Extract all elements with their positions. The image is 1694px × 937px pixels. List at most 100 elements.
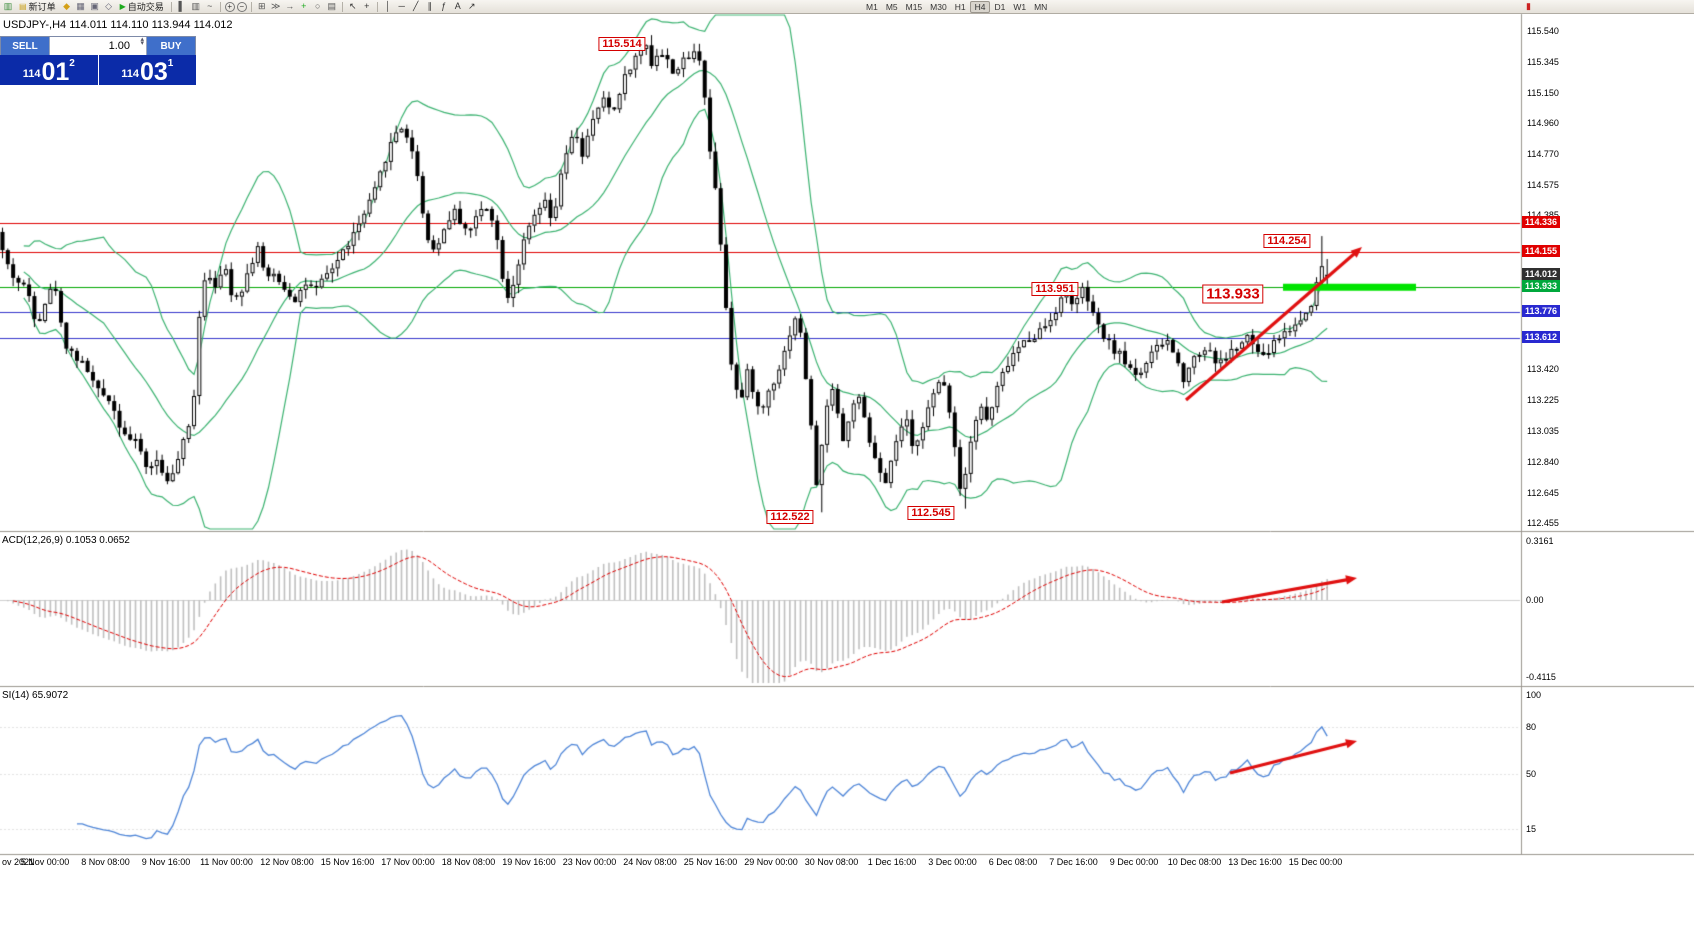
fibonacci-tool-icon[interactable]: ƒ <box>441 1 447 11</box>
rsi-indicator-label: SI(14) 65.9072 <box>2 690 69 701</box>
tile-windows-icon[interactable]: ⊞ <box>257 1 266 11</box>
trendline-tool-icon[interactable]: ╱ <box>413 1 419 11</box>
macd-axis-value: 0.3161 <box>1526 536 1554 547</box>
time-axis-label: 11 Nov 00:00 <box>200 857 253 867</box>
volume-input[interactable]: 1.00 ▴ ▾ <box>49 36 147 55</box>
price-tag: 113.933 <box>1522 280 1561 293</box>
templates-icon[interactable]: ▤ <box>327 1 336 11</box>
buy-price-display[interactable]: 114 03 1 <box>98 55 196 85</box>
time-axis-label: 15 Nov 16:00 <box>320 857 375 867</box>
buy-price-prefix: 114 <box>121 68 139 80</box>
sell-price-display[interactable]: 114 01 2 <box>0 55 98 85</box>
crosshair-icon[interactable]: + <box>364 1 370 11</box>
price-tag: 114.012 <box>1522 267 1561 280</box>
time-axis-label: 10 Dec 08:00 <box>1167 857 1222 867</box>
autotrading-button-icon: ▶ <box>119 1 126 11</box>
time-axis-label: 23 Nov 00:00 <box>562 857 617 867</box>
price-axis-tick: 114.770 <box>1527 148 1559 159</box>
text-tool-icon[interactable]: A <box>454 1 461 11</box>
cursor-icon[interactable]: ↖ <box>348 1 357 11</box>
timeframe-m30-button[interactable]: M30 <box>930 2 947 12</box>
price-axis-tick: 112.840 <box>1527 456 1559 467</box>
zoom-in-icon[interactable]: + <box>224 1 235 12</box>
arrows-tool-icon[interactable]: ↗ <box>467 1 476 11</box>
price-annotation: 115.514 <box>598 37 646 51</box>
time-axis-label: 7 Dec 16:00 <box>1049 857 1098 867</box>
one-click-price-row: 114 01 2 114 03 1 <box>0 55 196 85</box>
price-tag: 113.776 <box>1522 305 1561 318</box>
candle-chart-icon[interactable]: ▥ <box>191 1 200 11</box>
time-axis-label: 24 Nov 08:00 <box>623 857 677 867</box>
price-tag: 113.612 <box>1522 331 1561 344</box>
price-annotation: 113.933 <box>1202 284 1264 304</box>
spinner-down-icon[interactable]: ▾ <box>140 39 144 47</box>
price-axis-tick: 115.345 <box>1527 57 1559 68</box>
line-chart-icon[interactable]: ~ <box>207 1 213 11</box>
bar-chart-icon[interactable]: ▌ <box>178 1 185 11</box>
timeframe-d1-button[interactable]: D1 <box>994 2 1006 12</box>
data-window-icon[interactable]: ▣ <box>90 1 99 11</box>
price-annotation: 113.951 <box>1031 282 1079 296</box>
time-axis-label: 6 Dec 08:00 <box>988 857 1038 867</box>
navigator-icon[interactable]: ◇ <box>105 1 113 11</box>
periods-icon[interactable]: ○ <box>315 1 321 11</box>
macd-axis-value: -0.4115 <box>1526 671 1556 682</box>
timeframe-m15-button[interactable]: M15 <box>905 2 923 12</box>
price-axis-tick: 114.385 <box>1527 210 1559 220</box>
timeframe-m5-button[interactable]: M5 <box>885 2 898 12</box>
time-axis-label: 8 Nov 08:00 <box>81 857 130 867</box>
macd-indicator-label: ACD(12,26,9) 0.1053 0.0652 <box>2 535 130 546</box>
time-axis-label: 15 Dec 00:00 <box>1288 857 1343 867</box>
toolbar-separator <box>376 1 378 12</box>
time-axis-label: 30 Nov 08:00 <box>804 857 859 867</box>
rsi-axis-value: 50 <box>1526 769 1537 779</box>
sell-button[interactable]: SELL <box>1 37 49 55</box>
sell-price-pip: 2 <box>69 58 75 69</box>
autotrading-button[interactable]: ▶ 自动交易 <box>117 1 167 13</box>
new-order-button-label: 新订单 <box>28 2 56 12</box>
favorites-icon[interactable]: ◆ <box>63 1 71 11</box>
horizontal-line-tool-icon[interactable]: ─ <box>398 1 405 11</box>
rsi-axis-value: 100 <box>1526 690 1542 700</box>
sell-price-big: 01 <box>41 57 70 86</box>
price-axis-tick: 112.645 <box>1527 487 1559 498</box>
channel-tool-icon[interactable]: ∥ <box>427 1 433 11</box>
new-order-button[interactable]: ▤ 新订单 <box>16 1 59 13</box>
timeframe-m1-button[interactable]: M1 <box>866 2 878 12</box>
auto-scroll-icon[interactable]: ≫ <box>271 1 281 11</box>
price-annotation: 112.522 <box>766 510 814 524</box>
zoom-out-icon[interactable]: − <box>236 1 247 12</box>
spinner-up-icon[interactable]: ▴ <box>140 36 144 43</box>
buy-button[interactable]: BUY <box>147 37 195 55</box>
time-axis-label: 1 Dec 16:00 <box>867 857 917 867</box>
autotrading-button-label: 自动交易 <box>127 2 164 12</box>
time-axis-label: ov 2021 <box>2 857 35 867</box>
time-axis-label: 17 Nov 00:00 <box>381 857 435 867</box>
chart-window-icon[interactable]: ▥ <box>3 1 13 11</box>
macd-axis-value: 0.00 <box>1526 595 1544 605</box>
price-axis-tick: 115.150 <box>1527 88 1559 99</box>
time-axis-label: 29 Nov 00:00 <box>744 857 798 867</box>
time-axis-label: 12 Nov 08:00 <box>260 857 314 867</box>
timeframe-h1-button[interactable]: H1 <box>954 2 966 12</box>
time-axis-label: 19 Nov 16:00 <box>502 857 556 867</box>
volume-spinner[interactable]: ▴ ▾ <box>140 36 144 47</box>
rsi-axis-value: 80 <box>1526 721 1537 732</box>
chart-window-red-icon[interactable]: ▮ <box>1526 1 1531 11</box>
price-axis-tick: 112.455 <box>1527 518 1559 528</box>
new-order-button-icon: ▤ <box>19 1 27 11</box>
symbol-ohlc-info: USDJPY-,H4 114.011 114.110 113.944 114.0… <box>3 19 233 31</box>
time-axis-label: 18 Nov 08:00 <box>441 857 496 867</box>
chart-shift-icon[interactable]: → <box>285 1 295 11</box>
vertical-line-tool-icon[interactable]: │ <box>384 1 391 11</box>
toolbar-separator <box>170 1 172 12</box>
price-annotation: 112.545 <box>907 506 955 520</box>
market-watch-icon[interactable]: ▦ <box>76 1 85 11</box>
time-axis-label: 9 Nov 16:00 <box>141 857 191 867</box>
timeframe-w1-button[interactable]: W1 <box>1013 2 1027 12</box>
time-axis-label: 13 Dec 16:00 <box>1228 857 1282 867</box>
timeframe-h4-button[interactable]: H4 <box>969 1 991 13</box>
indicators-icon[interactable]: + <box>301 1 307 11</box>
timeframe-mn-button[interactable]: MN <box>1034 2 1048 12</box>
